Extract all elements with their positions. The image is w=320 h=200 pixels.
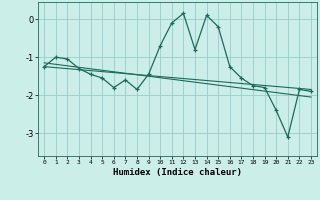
X-axis label: Humidex (Indice chaleur): Humidex (Indice chaleur) [113,168,242,177]
